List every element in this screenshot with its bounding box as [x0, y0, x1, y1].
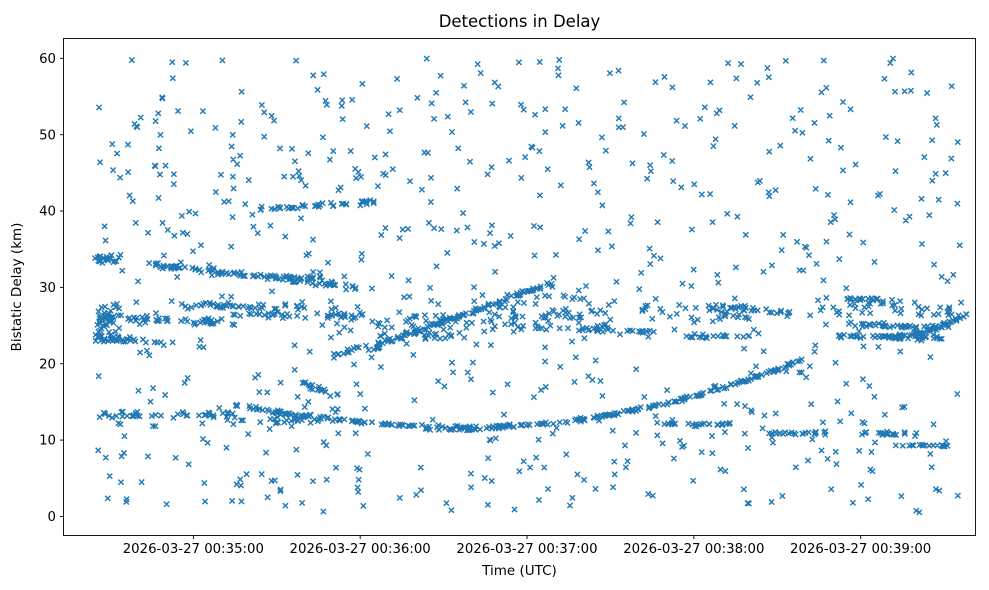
y-tick-label: 20: [39, 357, 56, 372]
chart-title: Detections in Delay: [438, 12, 601, 31]
data-points-layer: [92, 55, 970, 516]
x-axis-label: Time (UTC): [482, 563, 557, 579]
x-tick-label: 2026-03-27 00:39:00: [790, 542, 931, 557]
y-axis-label: Bistatic Delay (km): [9, 222, 25, 352]
y-axis-ticks: 0 10 20 30 40 50 60: [39, 52, 64, 525]
y-tick-label: 50: [39, 128, 56, 143]
x-tick-label: 2026-03-27 00:38:00: [623, 542, 764, 557]
x-tick-label: 2026-03-27 00:37:00: [456, 542, 597, 557]
y-tick-label: 60: [39, 52, 56, 67]
y-tick-label: 40: [39, 205, 56, 220]
y-tick-label: 0: [48, 510, 56, 525]
x-axis-ticks: 2026-03-27 00:35:00 2026-03-27 00:36:00 20…: [123, 535, 931, 557]
x-tick-label: 2026-03-27 00:35:00: [123, 542, 264, 557]
x-tick-label: 2026-03-27 00:36:00: [290, 542, 431, 557]
scatter-points: [92, 55, 970, 516]
y-tick-label: 10: [39, 434, 56, 449]
y-tick-label: 30: [39, 281, 56, 296]
